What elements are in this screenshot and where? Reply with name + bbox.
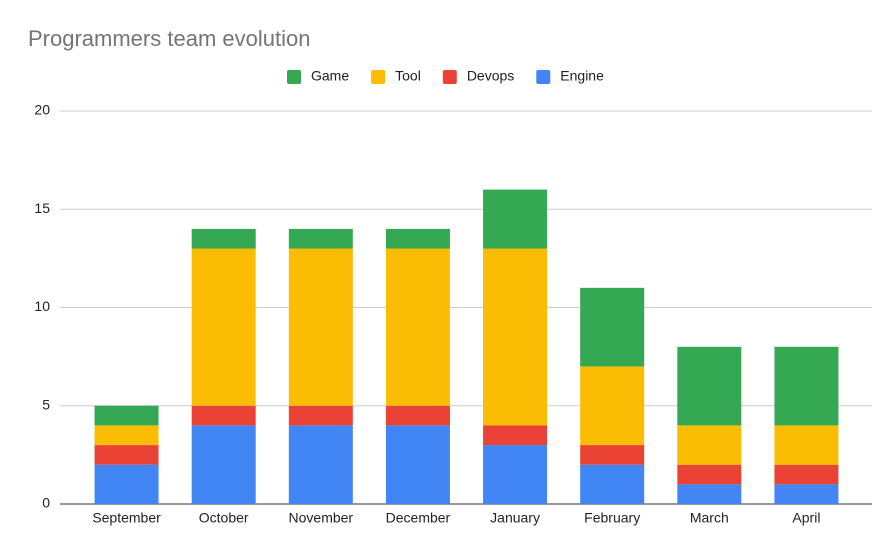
bar-segment (774, 346, 839, 426)
legend-swatch (371, 70, 386, 84)
legend-swatch (536, 70, 551, 84)
bar-segment (385, 248, 450, 406)
x-tick-label: September (92, 510, 161, 526)
bar-segment (774, 425, 839, 465)
bar-segment (94, 464, 159, 504)
legend-label: Engine (560, 68, 604, 84)
x-tick-label: January (490, 510, 540, 526)
bar-segment (288, 248, 353, 406)
bar-segment (288, 228, 353, 249)
bar-segment (385, 228, 450, 249)
bar-segment (580, 445, 645, 465)
y-tick-label: 10 (34, 298, 50, 314)
legend-swatch (287, 70, 301, 84)
x-tick-label: November (289, 510, 354, 526)
bar-segment (677, 464, 742, 485)
legend-label: Devops (467, 68, 514, 84)
y-tick-label: 20 (34, 102, 50, 118)
bar-segment (483, 189, 548, 249)
x-tick-label: March (690, 510, 729, 526)
bar-segment (385, 425, 450, 504)
bar-segment (774, 484, 839, 504)
x-tick-label: October (199, 510, 249, 526)
bar-segment (94, 405, 159, 426)
bar-segment (677, 346, 742, 426)
bar-segment (580, 464, 645, 504)
bar-segment (288, 405, 353, 426)
bar-segment (483, 445, 548, 504)
bar-segment (191, 425, 256, 504)
bar-segment (191, 248, 256, 406)
bar-segment (580, 366, 645, 446)
legend-swatch (442, 70, 457, 84)
bar-segment (677, 425, 742, 465)
bar-segment (580, 287, 645, 367)
chart-title: Programmers team evolution (28, 26, 310, 51)
legend-label: Game (311, 68, 349, 84)
bar-segment (483, 425, 548, 446)
bar-segment (483, 248, 548, 426)
bar-segment (677, 484, 742, 504)
bar-segment (385, 405, 450, 426)
bar-segment (288, 425, 353, 504)
bar-segment (191, 228, 256, 249)
y-tick-label: 0 (42, 495, 50, 511)
y-tick-label: 15 (34, 200, 50, 216)
legend-label: Tool (395, 68, 421, 84)
bar-segment (94, 425, 159, 446)
bar-segment (774, 464, 839, 485)
bar-segment (191, 405, 256, 426)
bar-segment (94, 445, 159, 465)
y-tick-label: 5 (42, 396, 50, 412)
x-tick-label: April (792, 510, 820, 526)
x-tick-label: December (386, 510, 451, 526)
x-tick-label: February (584, 510, 640, 526)
